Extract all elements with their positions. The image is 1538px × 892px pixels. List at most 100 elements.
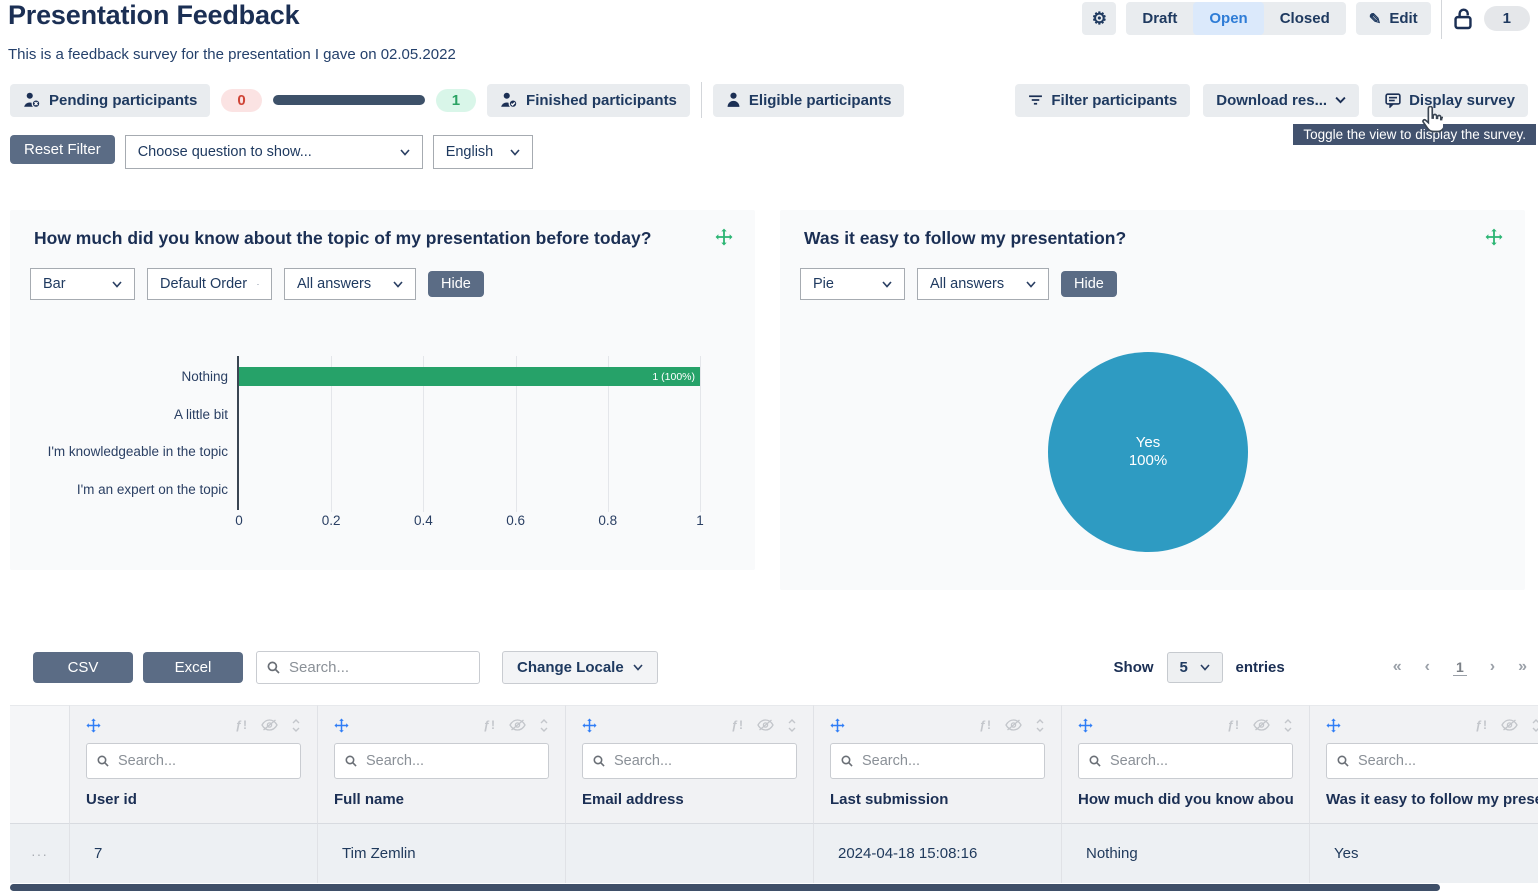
clear-filter-icon[interactable]: ƒ!	[1475, 718, 1488, 732]
reset-filter-button[interactable]: Reset Filter	[10, 135, 115, 164]
hide-column-icon[interactable]	[509, 719, 526, 731]
filter-participants-button[interactable]: Filter participants	[1015, 83, 1191, 117]
column-header-q-topic: ƒ! How much did you know about the topic…	[1062, 705, 1310, 823]
column-move-icon[interactable]	[1078, 717, 1093, 733]
column-search	[830, 743, 1045, 779]
edit-button[interactable]: ✎ Edit	[1355, 2, 1431, 35]
column-search-input[interactable]	[862, 753, 1034, 769]
clear-filter-icon[interactable]: ƒ!	[235, 718, 248, 732]
tab-closed[interactable]: Closed	[1279, 10, 1330, 27]
bar-chart-category-labels: Nothing A little bit I'm knowledgeable i…	[10, 358, 228, 508]
sort-icon[interactable]	[539, 718, 549, 733]
answers-select[interactable]: All answers	[284, 268, 416, 300]
prev-page-button[interactable]: ‹	[1424, 658, 1430, 675]
question-select[interactable]: Choose question to show...	[124, 135, 423, 169]
change-locale-button[interactable]: Change Locale	[502, 650, 658, 684]
row-actions-button[interactable]: ···	[10, 823, 70, 883]
chevron-down-icon	[633, 663, 643, 671]
category-label: I'm an expert on the topic	[76, 481, 228, 497]
eligible-participants-button[interactable]: Eligible participants	[712, 83, 905, 117]
pencil-icon: ✎	[1368, 10, 1382, 28]
clear-filter-icon[interactable]: ƒ!	[979, 718, 992, 732]
gear-icon: ⚙	[1091, 8, 1107, 28]
x-tick: 1	[696, 513, 704, 528]
column-search-input[interactable]	[366, 753, 538, 769]
column-search-input[interactable]	[1110, 753, 1282, 769]
sort-icon[interactable]	[1531, 718, 1538, 733]
order-select[interactable]: Default Order	[147, 268, 272, 300]
answers-select-value: All answers	[930, 276, 1005, 292]
bar-nothing: 1 (100%)	[239, 367, 700, 386]
chart-type-select[interactable]: Bar	[30, 268, 135, 300]
next-page-button[interactable]: ›	[1489, 658, 1496, 675]
hide-column-icon[interactable]	[1501, 719, 1518, 731]
hide-chart-button[interactable]: Hide	[428, 271, 484, 297]
bar-value-label: 1 (100%)	[652, 370, 695, 383]
column-move-icon[interactable]	[830, 717, 845, 733]
chevron-down-icon	[393, 280, 403, 288]
export-csv-button[interactable]: CSV	[33, 651, 133, 683]
gridline	[423, 356, 425, 512]
sort-icon[interactable]	[1283, 718, 1293, 733]
chart-type-select[interactable]: Pie	[800, 268, 905, 300]
page-size-select[interactable]: 5	[1166, 651, 1223, 683]
filter-icon	[1028, 94, 1043, 106]
display-survey-icon	[1385, 92, 1401, 108]
first-page-button[interactable]: «	[1392, 658, 1402, 675]
tab-draft[interactable]: Draft	[1142, 10, 1178, 27]
last-page-button[interactable]: »	[1518, 658, 1527, 675]
change-locale-label: Change Locale	[517, 658, 624, 676]
display-survey-button[interactable]: Display survey	[1372, 83, 1528, 117]
page-number[interactable]: 1	[1452, 659, 1467, 676]
column-move-icon[interactable]	[334, 717, 349, 733]
header-actions: ⚙ Draft Open Closed ✎ Edit 1	[1082, 0, 1530, 39]
answers-select-value: All answers	[297, 276, 372, 292]
entries-label: entries	[1235, 658, 1285, 676]
participants-toolbar: Pending participants 0 1 Finished partic…	[10, 82, 1528, 118]
hide-column-icon[interactable]	[1253, 719, 1270, 731]
clear-filter-icon[interactable]: ƒ!	[731, 718, 744, 732]
pie-label: Yes	[1135, 433, 1161, 451]
tab-open[interactable]: Open	[1193, 2, 1264, 35]
column-move-icon[interactable]	[1326, 717, 1341, 733]
chevron-down-icon	[1199, 663, 1210, 671]
column-move-icon[interactable]	[86, 717, 101, 733]
clear-filter-icon[interactable]: ƒ!	[483, 718, 496, 732]
column-search-input[interactable]	[118, 753, 290, 769]
drag-move-icon[interactable]	[1485, 228, 1503, 246]
pie-chart-controls: Pie All answers Hide	[800, 268, 1117, 300]
settings-button[interactable]: ⚙	[1082, 2, 1117, 35]
x-axis-ticks: 0 0.2 0.4 0.6 0.8 1	[235, 513, 704, 531]
sort-icon[interactable]	[291, 718, 301, 733]
clear-filter-icon[interactable]: ƒ!	[1227, 718, 1240, 732]
answers-select[interactable]: All answers	[917, 268, 1049, 300]
drag-move-icon[interactable]	[715, 228, 733, 246]
eligible-participants-label: Eligible participants	[748, 91, 892, 109]
finished-participants-button[interactable]: Finished participants	[487, 83, 690, 117]
hide-chart-button[interactable]: Hide	[1061, 271, 1117, 297]
column-search-input[interactable]	[1358, 753, 1530, 769]
export-excel-button[interactable]: Excel	[143, 651, 243, 683]
pending-participants-button[interactable]: Pending participants	[10, 83, 211, 117]
pie-percentage: 100%	[1128, 452, 1168, 469]
gridline	[607, 356, 609, 512]
download-responses-button[interactable]: Download res...	[1203, 83, 1360, 117]
hide-column-icon[interactable]	[261, 719, 278, 731]
global-search-input[interactable]	[289, 658, 469, 676]
hide-column-icon[interactable]	[757, 719, 774, 731]
finished-count-badge: 1	[435, 88, 477, 112]
language-select-value: English	[445, 144, 494, 160]
column-move-icon[interactable]	[582, 717, 597, 733]
bar-chart-title: How much did you know about the topic of…	[34, 228, 652, 248]
column-header-user-id: ƒ! User id	[70, 705, 318, 823]
x-tick: 0.4	[414, 513, 433, 528]
sort-icon[interactable]	[787, 718, 797, 733]
language-select[interactable]: English	[432, 135, 533, 169]
table-horizontal-scrollbar[interactable]	[10, 884, 1440, 891]
column-search-input[interactable]	[614, 753, 786, 769]
column-title: Last submission	[830, 791, 949, 808]
pending-count-badge: 0	[221, 88, 262, 112]
sort-icon[interactable]	[1035, 718, 1045, 733]
hide-column-icon[interactable]	[1005, 719, 1022, 731]
show-label: Show	[1113, 658, 1154, 676]
